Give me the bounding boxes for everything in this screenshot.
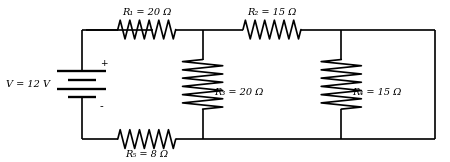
Text: +: +	[100, 59, 107, 69]
Text: R₂ = 15 Ω: R₂ = 15 Ω	[247, 8, 297, 17]
Text: V = 12 V: V = 12 V	[6, 80, 50, 89]
Text: R₁ = 20 Ω: R₁ = 20 Ω	[122, 8, 171, 17]
Text: R₃ = 20 Ω: R₃ = 20 Ω	[214, 88, 263, 97]
Text: R₅ = 8 Ω: R₅ = 8 Ω	[125, 150, 168, 159]
Text: -: -	[100, 101, 104, 111]
Text: R₄ = 15 Ω: R₄ = 15 Ω	[352, 88, 402, 97]
